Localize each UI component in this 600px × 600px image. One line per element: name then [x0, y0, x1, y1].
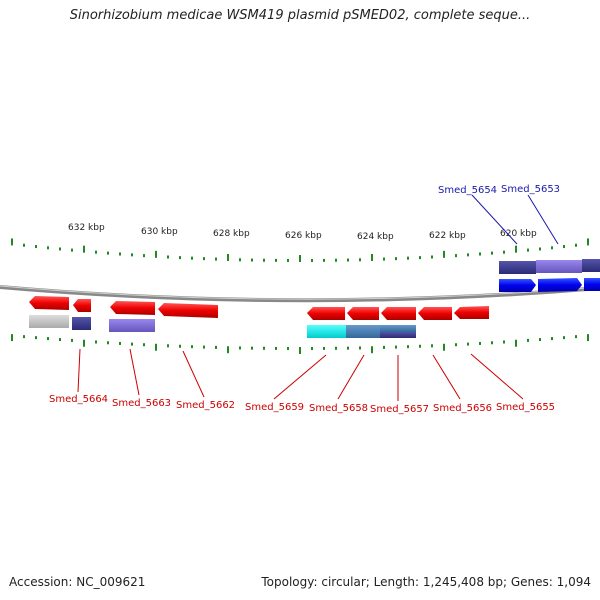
gene-cog-bar	[72, 317, 91, 330]
gene-cog-bar	[307, 325, 346, 338]
leader-lines-forward	[471, 194, 559, 245]
gene-cog-bar	[536, 260, 582, 273]
gene-label-smed-5658[interactable]: Smed_5658	[309, 403, 368, 414]
gene-label-smed-5663[interactable]: Smed_5663	[112, 398, 171, 409]
gene-cog-bar	[109, 319, 155, 332]
gene-arrow-reverse	[158, 303, 218, 318]
gene-label-smed-5654[interactable]: Smed_5654	[438, 185, 497, 196]
scale-label-626: 626 kbp	[285, 231, 322, 241]
gene-arrow-reverse	[418, 307, 452, 320]
gene-arrow-forward	[584, 278, 600, 291]
gene-labels-forward: Smed_5654 Smed_5653	[438, 184, 560, 196]
gene-cog-bar	[499, 261, 536, 274]
gene-arrow-reverse	[73, 299, 91, 312]
scale-ticks-top	[11, 238, 589, 262]
gene-label-smed-5657[interactable]: Smed_5657	[370, 404, 429, 415]
map-title: Sinorhizobium medicae WSM419 plasmid pSM…	[69, 8, 531, 23]
gene-cog-bar	[380, 325, 416, 332]
gene-label-smed-5653[interactable]: Smed_5653	[501, 184, 560, 195]
reverse-genes	[29, 296, 489, 338]
gene-arrow-reverse	[454, 306, 489, 319]
gene-label-smed-5659[interactable]: Smed_5659	[245, 402, 304, 413]
gene-label-smed-5656[interactable]: Smed_5656	[433, 403, 492, 414]
gene-label-smed-5655[interactable]: Smed_5655	[496, 402, 555, 413]
scale-ticks-bottom	[11, 334, 589, 354]
genome-backbone	[0, 285, 600, 303]
gene-cog-bar	[29, 315, 69, 328]
gene-arrow-reverse	[29, 296, 69, 310]
genome-summary: Topology: circular; Length: 1,245,408 bp…	[261, 575, 591, 589]
scale-label-622: 622 kbp	[429, 231, 466, 241]
gene-arrow-forward	[538, 278, 582, 292]
scale-labels: 632 kbp 630 kbp 628 kbp 626 kbp 624 kbp …	[68, 223, 537, 242]
scale-label-630: 630 kbp	[141, 227, 178, 237]
forward-genes	[499, 259, 600, 292]
gene-cog-bar	[582, 259, 600, 272]
gene-arrow-reverse	[110, 301, 155, 315]
scale-label-632: 632 kbp	[68, 223, 105, 233]
accession-label: Accession: NC_009621	[9, 575, 146, 589]
gene-cog-bar	[380, 332, 416, 338]
gene-label-smed-5662[interactable]: Smed_5662	[176, 400, 235, 411]
gene-labels-reverse: Smed_5664 Smed_5663 Smed_5662 Smed_5659 …	[49, 394, 555, 415]
scale-label-624: 624 kbp	[357, 232, 394, 242]
gene-arrow-forward	[499, 279, 536, 292]
gene-arrow-reverse	[381, 307, 416, 320]
gene-cog-bar	[346, 325, 380, 338]
gene-arrow-reverse	[347, 307, 379, 320]
scale-label-628: 628 kbp	[213, 229, 250, 239]
gene-arrow-reverse	[307, 307, 345, 320]
leader-lines-reverse	[77, 348, 524, 401]
scale-label-620: 620 kbp	[500, 229, 537, 239]
gene-label-smed-5664[interactable]: Smed_5664	[49, 394, 108, 405]
